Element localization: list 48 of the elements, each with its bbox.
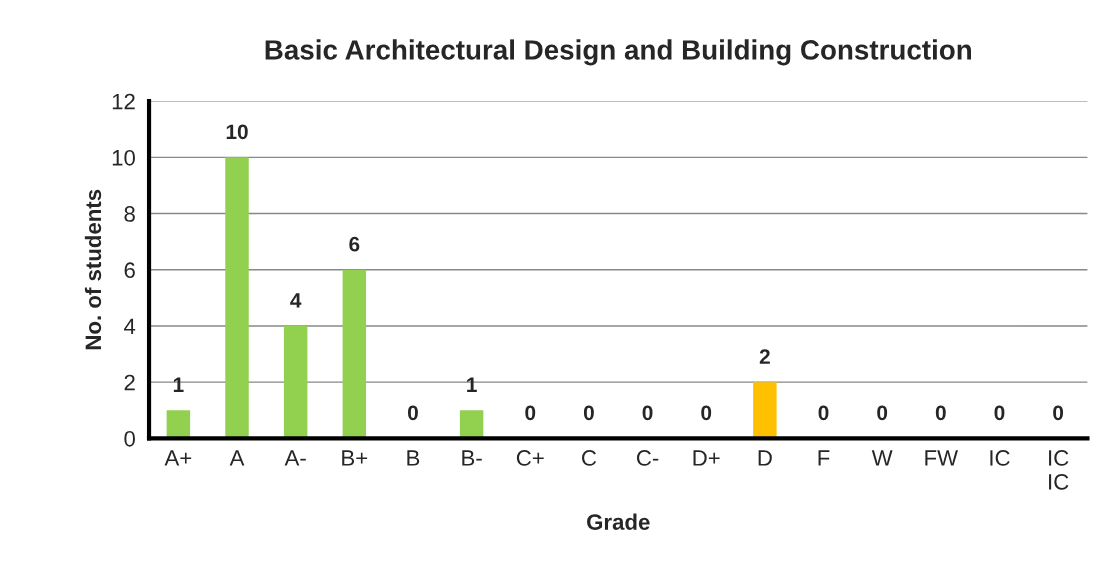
y-tick-label: 8 xyxy=(124,206,135,222)
y-tick-label: 10 xyxy=(112,149,135,166)
data-label: 6 xyxy=(349,236,360,252)
x-tick-label: B- xyxy=(462,450,482,466)
bar xyxy=(753,382,777,439)
x-tick-label: D+ xyxy=(693,450,720,466)
x-tick-label: W xyxy=(871,450,893,466)
bar xyxy=(166,410,191,439)
data-label: 4 xyxy=(290,293,302,308)
y-tick-label: 2 xyxy=(124,374,135,391)
x-tick-label: C- xyxy=(636,450,659,466)
data-label: 10 xyxy=(226,124,248,140)
chart-title: Basic Architectural Design and Building Construction xyxy=(265,39,971,66)
data-label: 0 xyxy=(1053,405,1064,421)
data-label: 1 xyxy=(467,377,477,392)
x-tick-label: B xyxy=(407,450,420,466)
x-tick-label: C xyxy=(582,450,597,466)
bar xyxy=(225,157,249,439)
bar xyxy=(283,325,308,439)
data-label: 0 xyxy=(935,405,946,421)
data-label: 2 xyxy=(759,349,770,364)
x-tick-label: FW xyxy=(925,450,959,466)
x-tick-label: A- xyxy=(284,450,306,466)
data-label: 0 xyxy=(642,405,653,421)
y-tick-label: 12 xyxy=(112,93,135,110)
x-tick-label: F xyxy=(818,450,830,466)
x-tick-label: A xyxy=(229,450,245,466)
x-tick-label: IC IC xyxy=(1049,450,1069,490)
data-label: 0 xyxy=(818,405,829,421)
data-label: 1 xyxy=(173,377,184,392)
data-label: 0 xyxy=(408,405,418,421)
y-tick-label: 6 xyxy=(124,262,135,279)
bar xyxy=(459,410,484,439)
y-axis-title: No. of students xyxy=(84,189,102,350)
x-axis-title: Grade xyxy=(587,513,650,530)
x-tick-label: B+ xyxy=(342,450,368,466)
y-tick-label: 4 xyxy=(124,318,136,335)
data-label: 0 xyxy=(583,405,594,421)
data-label: 0 xyxy=(701,405,712,421)
data-label: 0 xyxy=(525,405,536,421)
bar xyxy=(342,269,367,439)
data-label: 0 xyxy=(994,405,1005,421)
x-tick-label: A+ xyxy=(164,450,192,466)
data-label: 0 xyxy=(877,405,888,421)
x-tick-label: D xyxy=(758,450,772,466)
y-tick-label: 0 xyxy=(124,430,135,447)
x-tick-label: IC xyxy=(990,450,1010,466)
x-tick-label: C+ xyxy=(516,450,544,466)
